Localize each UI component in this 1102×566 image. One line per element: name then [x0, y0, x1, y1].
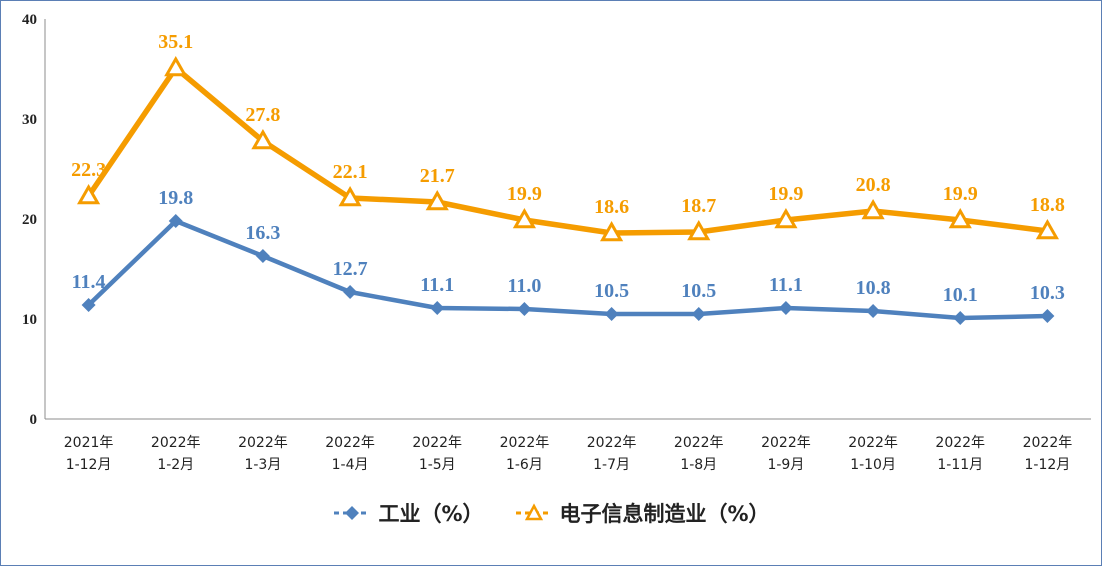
data-point: [255, 249, 270, 263]
data-point: [512, 207, 537, 229]
data-point: [948, 207, 972, 229]
data-label: 10.3: [1030, 282, 1065, 304]
x-tick-label: 2022年: [761, 435, 811, 451]
x-tick-label: 2022年: [1023, 435, 1073, 451]
x-tick-label: 2022年: [848, 435, 898, 451]
data-point: [691, 307, 706, 321]
data-point: [425, 189, 449, 211]
x-tick-label: 1-2月: [157, 457, 194, 473]
data-label: 19.8: [158, 187, 193, 209]
series-line-0: [86, 218, 1050, 321]
y-tick-label: 40: [22, 12, 37, 28]
data-point: [343, 285, 358, 299]
x-tick-label: 2022年: [151, 435, 201, 451]
x-tick-label: 1-6月: [506, 457, 543, 473]
x-tick-label: 1-5月: [419, 457, 456, 473]
x-tick-label: 1-10月: [850, 457, 896, 473]
series-line-1: [85, 65, 1051, 236]
data-point: [866, 304, 881, 318]
data-label: 10.1: [943, 284, 978, 306]
x-tick-label: 2022年: [674, 435, 724, 451]
data-point: [953, 311, 968, 325]
x-tick-label: 1-9月: [767, 457, 804, 473]
legend-label-industry: 工业（%）: [378, 502, 484, 526]
y-tick-label: 0: [30, 412, 38, 428]
data-label: 18.8: [1030, 194, 1065, 216]
y-tick-label: 10: [22, 312, 37, 328]
data-point: [1035, 218, 1060, 240]
data-point: [251, 128, 275, 150]
x-tick-label: 2022年: [412, 435, 462, 451]
data-point: [778, 301, 793, 315]
data-point: [338, 185, 362, 207]
data-label: 18.7: [681, 195, 716, 217]
x-tick-label: 1-3月: [244, 457, 281, 473]
x-tick-label: 2022年: [935, 435, 985, 451]
data-point: [81, 298, 96, 312]
data-point: [517, 302, 532, 316]
x-tick-label: 1-7月: [593, 457, 630, 473]
data-label: 10.5: [594, 280, 629, 302]
data-label: 10.5: [681, 280, 716, 302]
legend-label-electronics: 电子信息制造业（%）: [559, 502, 770, 526]
line-chart: 0 10 20 30 40 2021年 1-12月 2022年 1-2月 2022年 1-3月 202…: [22, 12, 1091, 473]
data-point: [599, 220, 624, 242]
data-label: 11.1: [769, 274, 803, 296]
x-tick-label: 2021年: [64, 435, 114, 451]
x-tick-label: 2022年: [587, 435, 637, 451]
data-label: 10.8: [856, 277, 891, 299]
y-tick-label: 20: [22, 212, 37, 228]
legend: 工业（%） 电子信息制造业（%）: [1, 498, 1101, 528]
data-label: 19.9: [507, 183, 542, 205]
diamond-marker-icon: [334, 506, 371, 520]
data-label: 22.1: [333, 161, 368, 183]
data-label: 20.8: [856, 174, 891, 196]
data-point: [430, 301, 445, 315]
data-label: 11.1: [420, 274, 454, 296]
x-tick-label: 2022年: [500, 435, 550, 451]
data-label: 16.3: [245, 222, 280, 244]
data-label: 27.8: [245, 104, 280, 126]
legend-item-industry: 工业（%）: [332, 498, 484, 528]
x-tick-label: 1-12月: [1025, 457, 1071, 473]
legend-item-electronics: 电子信息制造业（%）: [514, 498, 770, 528]
data-label: 19.9: [943, 183, 978, 205]
data-label: 22.3: [71, 159, 106, 181]
data-label: 18.6: [594, 196, 629, 218]
x-tick-label: 1-11月: [937, 457, 983, 473]
data-label: 12.7: [333, 258, 368, 280]
data-label: 11.4: [72, 271, 106, 293]
data-label: 19.9: [768, 183, 803, 205]
data-point: [1040, 309, 1055, 323]
data-label: 21.7: [420, 165, 455, 187]
data-point: [164, 55, 188, 77]
data-label: 35.1: [158, 31, 193, 53]
x-tick-label: 1-4月: [332, 457, 369, 473]
data-point: [687, 219, 711, 241]
x-tick-label: 1-8月: [680, 457, 717, 473]
data-point: [861, 198, 885, 220]
data-point: [604, 307, 619, 321]
x-tick-label: 2022年: [238, 435, 288, 451]
data-point: [774, 207, 798, 229]
y-tick-label: 30: [22, 112, 37, 128]
data-label: 11.0: [507, 275, 541, 297]
x-tick-label: 1-12月: [66, 457, 112, 473]
data-point: [168, 214, 183, 228]
triangle-marker-icon: [515, 503, 552, 521]
x-tick-label: 2022年: [325, 435, 375, 451]
data-point: [76, 183, 101, 205]
